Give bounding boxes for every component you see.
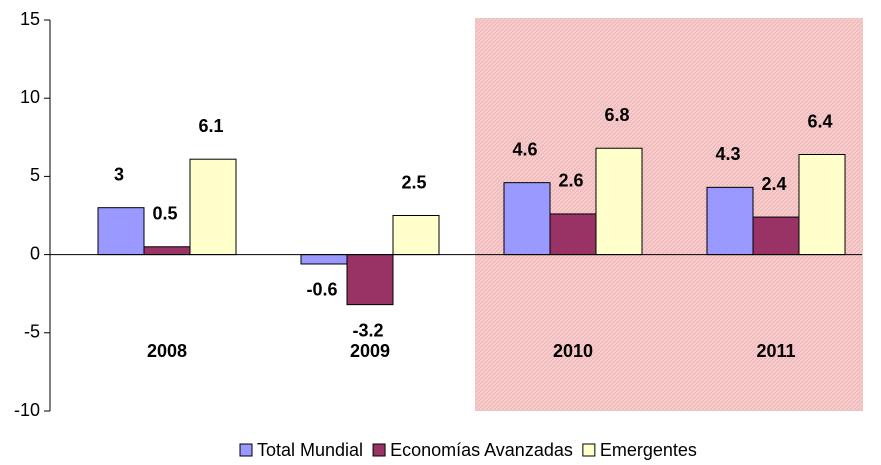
y-tick-label: -5 — [24, 322, 40, 342]
bar — [189, 158, 237, 256]
value-label: 6.1 — [198, 116, 223, 136]
bar — [143, 246, 191, 256]
y-tick-label: 10 — [20, 87, 40, 107]
bar — [346, 254, 394, 306]
bar — [97, 207, 145, 256]
y-tick-label: -10 — [14, 400, 40, 420]
x-tick-label: 2010 — [553, 341, 593, 361]
bar — [549, 213, 597, 256]
y-tick-label: 0 — [30, 243, 40, 263]
value-label: 6.8 — [604, 105, 629, 125]
value-label: 0.5 — [152, 204, 177, 224]
bar — [706, 186, 754, 256]
value-label: 6.4 — [807, 111, 832, 131]
legend-swatch — [372, 443, 386, 457]
bar — [503, 182, 551, 256]
legend-label: Total Mundial — [257, 440, 363, 460]
value-label: -3.2 — [352, 320, 383, 340]
legend: Total Mundial Economías Avanzadas Emergent… — [239, 440, 697, 460]
value-label: 4.6 — [512, 139, 537, 159]
value-label: 2.4 — [761, 174, 786, 194]
bar — [752, 216, 800, 256]
value-label: -0.6 — [306, 280, 337, 300]
x-tick-label: 2008 — [147, 341, 187, 361]
legend-label: Emergentes — [600, 440, 697, 460]
legend-label: Economías Avanzadas — [390, 440, 573, 460]
x-tick-label: 2009 — [350, 341, 390, 361]
value-label: 4.3 — [715, 144, 740, 164]
y-tick-label: 5 — [30, 165, 40, 185]
legend-swatch — [582, 443, 596, 457]
legend-swatch — [239, 443, 253, 457]
value-label: 2.5 — [401, 172, 426, 192]
value-label: 3 — [114, 164, 124, 184]
y-tick-label: 15 — [20, 9, 40, 29]
value-label: 2.6 — [558, 171, 583, 191]
bar — [300, 254, 348, 265]
x-tick-label: 2011 — [756, 341, 795, 361]
bar — [798, 154, 846, 256]
bar — [595, 147, 643, 256]
bar — [392, 215, 440, 256]
